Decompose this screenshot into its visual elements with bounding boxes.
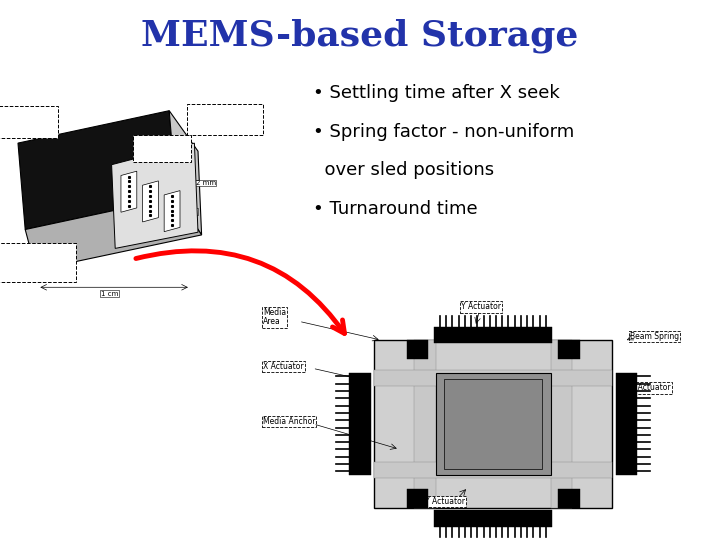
Polygon shape (169, 111, 202, 235)
Bar (349, 373, 371, 475)
Bar (407, 340, 428, 359)
Bar (558, 340, 580, 359)
Text: 1 cm: 1 cm (180, 208, 197, 215)
Text: Y Actuator: Y Actuator (461, 302, 501, 312)
FancyBboxPatch shape (133, 135, 191, 162)
Text: 1 cm: 1 cm (101, 291, 118, 296)
Polygon shape (18, 111, 176, 230)
Polygon shape (25, 197, 202, 270)
Polygon shape (143, 181, 158, 222)
Text: X Actuator: X Actuator (263, 362, 303, 371)
Bar (434, 327, 552, 343)
Bar (374, 340, 612, 508)
Bar (551, 340, 572, 508)
Text: Chip
Substrate: Chip Substrate (197, 110, 234, 130)
Bar (558, 489, 580, 508)
Bar (407, 489, 428, 508)
Text: Tip
Arrays: Tip Arrays (142, 141, 167, 161)
Text: 2 mm: 2 mm (196, 180, 216, 186)
Bar (444, 379, 542, 469)
FancyBboxPatch shape (0, 106, 58, 138)
Text: Media Anchor: Media Anchor (263, 417, 315, 426)
Bar (616, 373, 637, 475)
Text: Y Actuator: Y Actuator (425, 497, 465, 506)
FancyBboxPatch shape (187, 104, 263, 135)
Text: • Spring factor - non-uniform: • Spring factor - non-uniform (313, 123, 575, 140)
Text: Media
Sled: Media Sled (6, 112, 29, 132)
Text: X Actuator: X Actuator (630, 383, 670, 393)
Bar (414, 340, 436, 508)
Text: Media coats
bottom surface
of sled: Media coats bottom surface of sled (6, 249, 59, 269)
Text: • Settling time after X seek: • Settling time after X seek (313, 84, 560, 102)
Text: Beam Spring: Beam Spring (630, 332, 679, 341)
Text: over sled positions: over sled positions (313, 161, 495, 179)
Polygon shape (164, 191, 180, 232)
FancyBboxPatch shape (0, 243, 76, 282)
Bar (374, 462, 612, 478)
Polygon shape (121, 171, 137, 212)
Text: • Turnaround time: • Turnaround time (313, 200, 478, 218)
Bar (374, 370, 612, 386)
Polygon shape (112, 143, 198, 248)
Bar (434, 510, 552, 526)
Text: MEMS-based Storage: MEMS-based Storage (141, 19, 579, 53)
Text: Media
Area: Media Area (263, 308, 286, 327)
Bar (436, 373, 551, 475)
FancyArrowPatch shape (136, 251, 344, 334)
